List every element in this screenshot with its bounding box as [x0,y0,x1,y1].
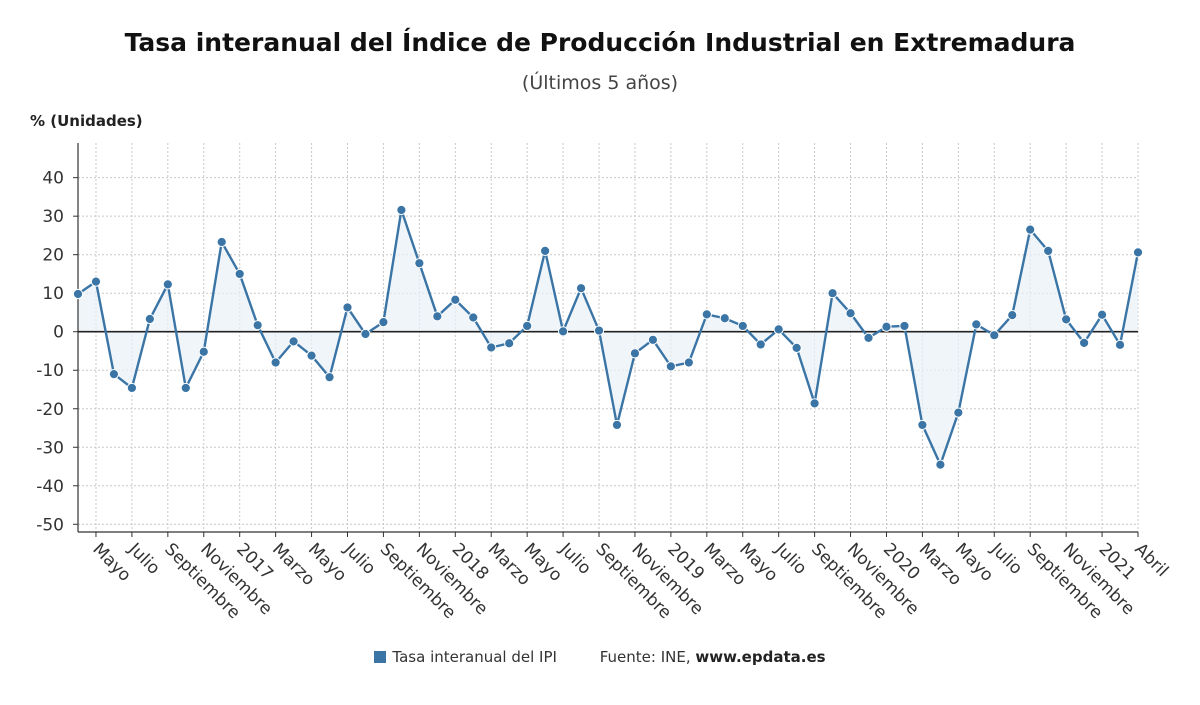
data-point [917,419,928,431]
data-point [755,339,766,350]
data-point [737,320,748,332]
y-axis-label: % (Unidades) [30,112,143,130]
data-point [863,332,874,343]
grid-lines [78,143,1139,532]
legend-swatch [374,651,387,663]
data-point [575,283,587,294]
data-point [252,320,263,331]
y-tick-label: 30 [42,207,64,227]
y-tick-label: -30 [36,438,64,458]
legend: Tasa interanual del IPI Fuente: INE, www… [0,648,1200,666]
data-point [809,398,820,409]
data-point [126,382,137,394]
data-point [540,245,551,256]
data-point [1025,224,1036,235]
data-point [629,348,641,359]
chart-title: Tasa interanual del Índice de Producción… [124,28,1076,57]
data-point [881,321,892,332]
area-fill [78,210,1138,465]
data-point [378,316,389,328]
legend-item[interactable]: Tasa interanual del IPI [374,648,557,666]
y-tick-label: 0 [53,323,64,343]
data-point [1007,310,1018,321]
data-point [1114,339,1126,350]
data-point [72,288,84,300]
data-point [1132,247,1144,258]
y-tick-label: -50 [36,515,64,535]
data-point [306,350,317,361]
data-point [504,338,515,349]
data-point [162,279,173,290]
y-tick-label: -10 [36,361,64,381]
data-point [1096,309,1108,320]
legend-series-label: Tasa interanual del IPI [392,648,557,666]
data-point [1061,314,1072,325]
data-point [971,319,982,330]
y-tick-label: -40 [36,477,64,497]
data-point [108,368,120,380]
data-point [198,346,209,357]
data-point [935,459,946,470]
data-point [557,326,569,337]
source-site: www.epdata.es [695,648,826,666]
data-point [414,258,425,269]
data-point [1043,245,1054,256]
series-polyline [77,208,1140,466]
data-point [144,313,155,325]
data-point [450,294,461,305]
data-point [396,204,407,216]
data-point [593,325,605,336]
y-tick-label: 10 [42,284,64,304]
x-tick-label: Abril [1130,539,1172,581]
chart-subtitle: (Últimos 5 años) [521,72,679,94]
data-point [989,330,1000,341]
y-tick-label: 40 [42,169,64,189]
data-point [773,324,784,335]
data-point [270,357,281,368]
axes [73,143,1139,537]
data-point [791,342,802,353]
series-line [77,208,1140,466]
data-point [701,309,712,320]
y-tick-label: -20 [36,400,64,420]
data-point [611,419,623,431]
source-note: Fuente: INE, www.epdata.es [600,648,826,666]
data-point [845,308,856,319]
data-point [486,342,497,353]
series-area [78,210,1138,465]
x-tick-label: Mayo [88,539,134,585]
data-point [432,311,443,322]
data-point [647,334,659,345]
data-point [324,372,335,383]
data-point [1079,337,1090,348]
data-point [522,320,533,332]
data-point [288,336,299,347]
data-point [360,328,371,340]
data-point [468,312,479,323]
data-point [953,407,964,418]
data-point [827,288,838,299]
data-point [234,268,245,280]
data-point [180,382,191,394]
source-label: Fuente: INE, [599,648,691,666]
data-point [665,361,676,372]
y-tick-label: 20 [42,246,64,266]
data-points [72,204,1144,470]
data-point [899,320,910,332]
data-point [719,313,730,324]
data-point [90,276,102,287]
data-point [342,302,353,313]
y-tick-labels: 40 30 20 10 0 -10 -20 -30 -40 -50 [36,169,64,536]
data-point [216,236,227,248]
x-tick-labels: MayoJulioSeptiembreNoviembre2017MarzoMay… [88,539,1172,623]
data-point [683,357,694,368]
